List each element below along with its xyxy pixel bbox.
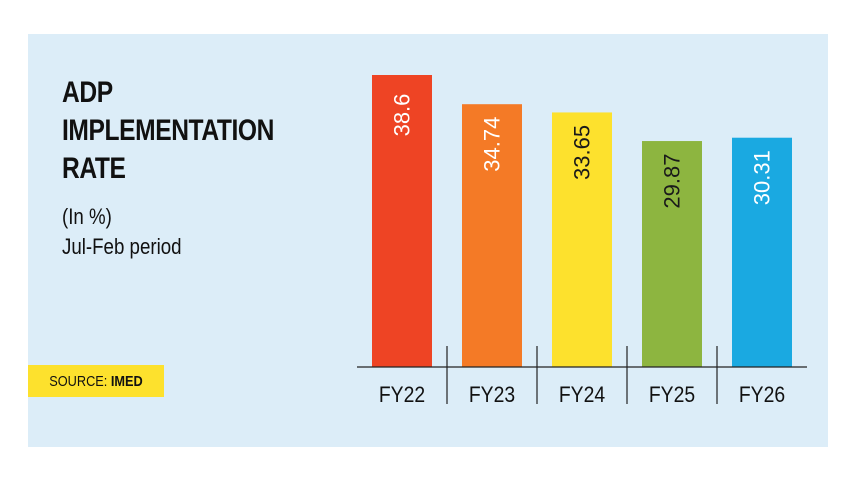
category-label-fy24: FY24 [559, 383, 605, 407]
period-label: Jul-Feb period [62, 234, 182, 259]
title-line-2: IMPLEMENTATION [62, 114, 275, 147]
bars-group: 38.6 34.74 33.65 29.87 30.31 [372, 75, 792, 368]
bar-value-label: 30.31 [750, 150, 775, 205]
bar-fy23 [462, 104, 522, 367]
title-line-1: ADP [62, 76, 113, 109]
title-line-3: RATE [62, 152, 126, 185]
bar-value-label: 29.87 [660, 154, 685, 209]
source-badge: SOURCE: IMED [28, 365, 164, 397]
chart-subtitle: (In %) Jul-Feb period [62, 202, 182, 262]
category-label-fy23: FY23 [469, 383, 515, 407]
bar-fy26 [732, 137, 792, 367]
category-label-fy22: FY22 [379, 383, 425, 407]
bar-value-label: 38.6 [390, 94, 415, 137]
bar-fy24 [552, 112, 612, 368]
bar-fy25 [642, 141, 702, 367]
category-label-fy25: FY25 [649, 383, 695, 407]
bar-value-label: 34.74 [480, 117, 505, 172]
source-prefix: SOURCE: [49, 372, 111, 390]
chart-title: ADP IMPLEMENTATION RATE [62, 74, 274, 188]
bar-value-label: 33.65 [570, 125, 595, 180]
category-label-fy26: FY26 [739, 383, 785, 407]
x-axis: FY22 FY23 FY24 FY25 FY26 [357, 346, 807, 407]
source-name: IMED [110, 372, 143, 390]
bar-fy22 [372, 75, 432, 367]
unit-label: (In %) [62, 204, 112, 229]
